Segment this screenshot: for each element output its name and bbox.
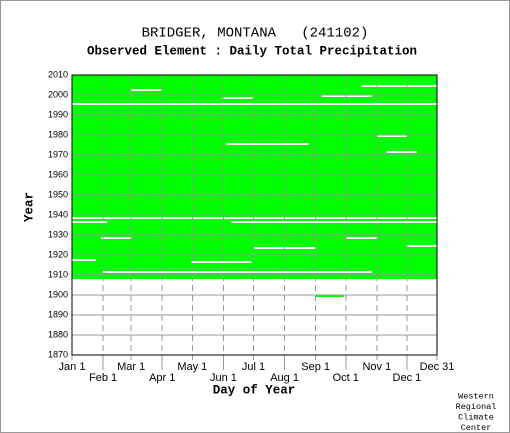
x-tick-label: Jul 1 xyxy=(242,361,265,373)
missing-gap xyxy=(346,237,377,239)
chart-subtitle: Observed Element : Daily Total Precipita… xyxy=(87,44,417,58)
x-tick-label: Mar 1 xyxy=(117,361,145,373)
x-tick-label: Feb 1 xyxy=(89,372,117,384)
plot-border xyxy=(71,74,438,356)
y-tick-label: 1950 xyxy=(48,189,68,199)
y-tick-label: 1920 xyxy=(48,249,68,259)
x-tick-label: Oct 1 xyxy=(333,372,359,384)
x-tick-label: Apr 1 xyxy=(149,372,175,384)
y-tick-label: 1870 xyxy=(48,349,68,359)
missing-gap xyxy=(386,151,417,153)
missing-gap xyxy=(103,271,372,273)
missing-gap xyxy=(72,259,97,261)
missing-gap xyxy=(321,95,372,97)
y-axis-label: Year xyxy=(22,192,36,222)
y-tick-label: 1980 xyxy=(48,129,68,139)
missing-gap xyxy=(376,135,407,137)
x-tick-label: Jun 1 xyxy=(210,372,237,384)
credit-line: Regional xyxy=(456,402,497,412)
credit-line: Western xyxy=(458,391,494,401)
x-tick-label: Aug 1 xyxy=(270,372,299,384)
missing-gap xyxy=(72,103,437,105)
missing-gap xyxy=(231,221,437,223)
x-tick-label: Dec 1 xyxy=(393,372,422,384)
missing-gap xyxy=(72,217,437,219)
missing-gap xyxy=(191,261,252,263)
y-tick-label: 1970 xyxy=(48,149,68,159)
y-tick-label: 1990 xyxy=(48,109,68,119)
x-tick-label: Sep 1 xyxy=(301,361,330,373)
y-tick-label: 2010 xyxy=(48,69,68,79)
y-tick-label: 1930 xyxy=(48,229,68,239)
y-tick-label: 1910 xyxy=(48,269,68,279)
x-tick-label: Dec 31 xyxy=(420,361,455,373)
missing-gap xyxy=(72,221,108,223)
missing-gap xyxy=(222,97,253,99)
observed-block xyxy=(315,295,344,297)
y-tick-label: 1890 xyxy=(48,309,68,319)
y-tick-label: 1940 xyxy=(48,209,68,219)
missing-gap xyxy=(226,143,309,145)
credit-line: Climate xyxy=(458,412,494,422)
missing-gap xyxy=(361,85,437,87)
y-tick-label: 2000 xyxy=(48,89,68,99)
y-tick-label: 1900 xyxy=(48,289,68,299)
missing-gap xyxy=(131,89,162,91)
missing-gap xyxy=(406,245,437,247)
chart-title: BRIDGER, MONTANA (241102) xyxy=(142,26,369,42)
x-tick-label: May 1 xyxy=(177,361,207,373)
x-tick-label: Nov 1 xyxy=(362,361,391,373)
y-tick-label: 1880 xyxy=(48,329,68,339)
x-axis-label: Day of Year xyxy=(213,383,296,397)
x-tick-label: Jan 1 xyxy=(59,361,86,373)
observed-block xyxy=(72,75,437,279)
credit-line: Center xyxy=(461,423,492,433)
missing-gap xyxy=(101,237,132,239)
y-tick-label: 1960 xyxy=(48,169,68,179)
